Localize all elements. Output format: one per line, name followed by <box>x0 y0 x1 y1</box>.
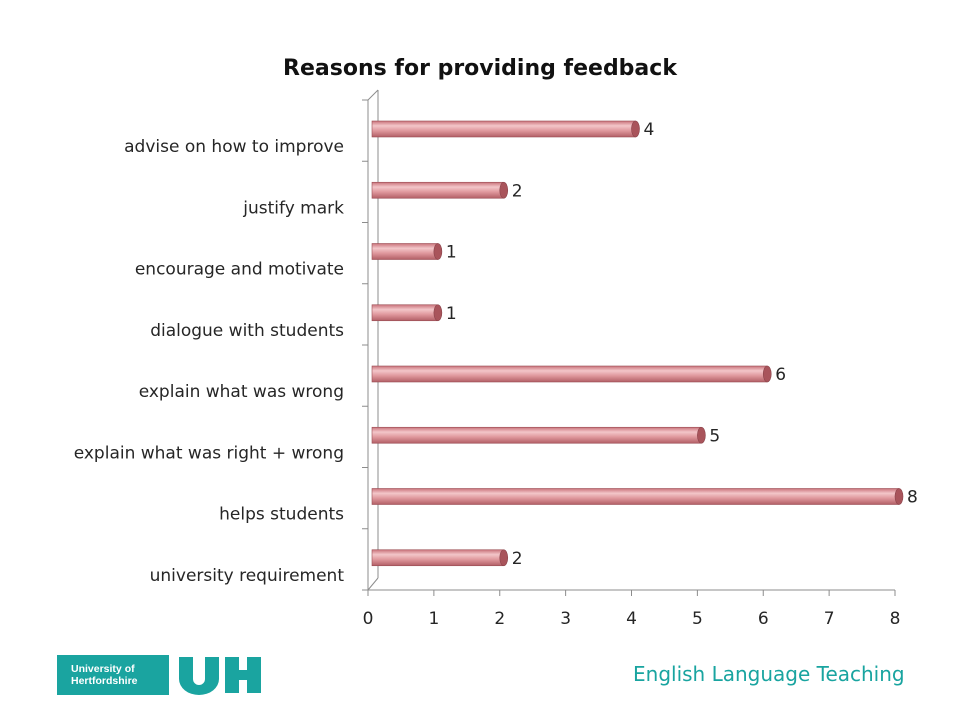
category-label: encourage and motivate <box>135 260 344 280</box>
category-label: explain what was wrong <box>139 382 344 402</box>
data-label: 6 <box>775 365 786 385</box>
x-tick-label: 8 <box>890 609 901 629</box>
bar <box>371 120 640 138</box>
bar <box>371 426 706 444</box>
category-label: helps students <box>219 505 344 525</box>
university-logo: University of Hertfordshire <box>57 655 268 695</box>
category-label: justify mark <box>242 198 344 218</box>
x-tick-label: 2 <box>494 609 505 629</box>
data-label: 2 <box>512 181 523 201</box>
category-labels: advise on how to improve justify mark enco… <box>74 137 345 586</box>
x-tick-label: 6 <box>758 609 769 629</box>
x-tick-label: 3 <box>560 609 571 629</box>
chart-axes <box>362 89 896 596</box>
category-label: explain what was right + wrong <box>74 443 344 463</box>
bar <box>371 181 509 199</box>
x-tick-label: 0 <box>363 609 374 629</box>
x-tick-label: 1 <box>428 609 439 629</box>
logo-wordmark: University of Hertfordshire <box>57 655 169 695</box>
data-label: 4 <box>644 120 655 140</box>
uh-logo-mark <box>169 655 268 695</box>
data-label: 5 <box>709 426 720 446</box>
x-tick-label: 5 <box>692 609 703 629</box>
data-label: 1 <box>446 304 457 324</box>
x-tick-label: 4 <box>626 609 637 629</box>
x-tick-labels: 0 1 2 3 4 5 6 7 8 <box>363 609 901 629</box>
bar <box>371 304 443 322</box>
uh-monogram-icon <box>178 657 261 695</box>
wall-top-edge <box>367 89 379 101</box>
category-label: university requirement <box>150 566 345 586</box>
bar <box>371 243 443 260</box>
bar <box>371 488 904 505</box>
data-label: 8 <box>907 488 918 508</box>
chart-title: Reasons for providing feedback <box>283 56 678 81</box>
footer-text: English Language Teaching <box>633 662 905 686</box>
bar <box>371 365 772 383</box>
category-label: advise on how to improve <box>124 137 344 157</box>
x-tick-label: 7 <box>824 609 835 629</box>
logo-line-1: University of <box>71 663 135 675</box>
category-label: dialogue with students <box>150 321 344 341</box>
logo-line-2: Hertfordshire <box>71 675 138 687</box>
bar-series <box>371 120 904 567</box>
data-label: 2 <box>512 549 523 569</box>
floor-edge <box>367 577 379 591</box>
bar <box>371 549 509 567</box>
data-label: 1 <box>446 243 457 263</box>
data-labels: 4 2 1 1 6 5 8 2 <box>446 120 918 569</box>
